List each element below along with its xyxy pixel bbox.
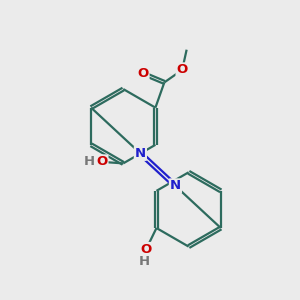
Text: N: N (170, 179, 181, 192)
Text: O: O (137, 67, 148, 80)
Text: H: H (84, 155, 95, 168)
Text: O: O (96, 155, 107, 168)
Text: N: N (135, 147, 146, 160)
Text: O: O (177, 63, 188, 76)
Text: H: H (139, 255, 150, 268)
Text: O: O (140, 243, 152, 256)
